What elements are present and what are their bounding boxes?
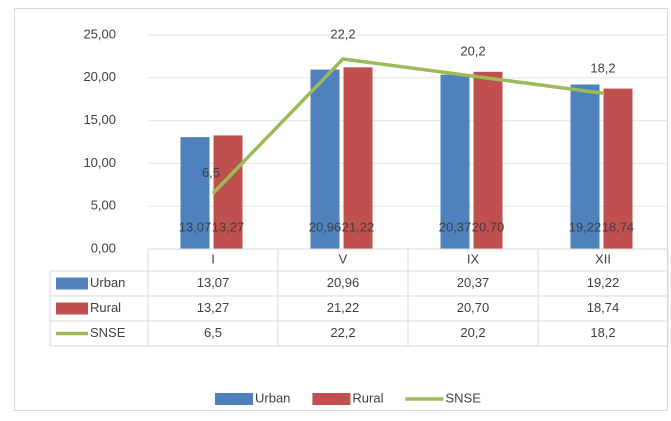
legend-key <box>312 393 351 405</box>
legend-key <box>215 393 253 405</box>
table-cell: 20,96 <box>327 275 360 290</box>
x-tick-label: IX <box>467 251 480 266</box>
table-row-label: Rural <box>90 300 121 315</box>
data-label: 13,07 <box>179 219 212 234</box>
data-label: 21,22 <box>342 219 375 234</box>
bar <box>310 69 340 249</box>
x-tick-label: I <box>211 251 215 266</box>
y-tick-label: 20,00 <box>83 69 116 84</box>
table-cell: 6,5 <box>204 325 222 340</box>
bar <box>473 71 503 249</box>
x-tick-label: V <box>339 251 348 266</box>
data-label: 19,22 <box>569 219 602 234</box>
data-label: 20,37 <box>439 219 472 234</box>
table-cell: 20,2 <box>460 325 485 340</box>
table-cell: 18,74 <box>587 300 620 315</box>
bar <box>343 67 373 249</box>
data-label: 6,5 <box>202 165 220 180</box>
data-label: 18,2 <box>590 61 615 76</box>
y-tick-label: 0,00 <box>91 240 116 255</box>
table-cell: 18,2 <box>590 325 615 340</box>
y-tick-label: 15,00 <box>83 112 116 127</box>
bar <box>213 135 243 249</box>
bar <box>440 74 470 249</box>
legend-key <box>56 277 88 290</box>
y-tick-label: 5,00 <box>91 198 116 213</box>
legend-key <box>56 302 88 315</box>
table-cell: 21,22 <box>327 300 360 315</box>
bar <box>570 84 600 249</box>
table-cell: 19,22 <box>587 275 620 290</box>
table-cell: 20,70 <box>457 300 490 315</box>
y-tick-label: 25,00 <box>83 26 116 41</box>
bar <box>603 88 633 249</box>
table-cell: 20,37 <box>457 275 490 290</box>
table-row-label: SNSE <box>90 325 126 340</box>
table-row-label: Urban <box>90 275 125 290</box>
legend-label: Urban <box>255 390 290 405</box>
legend-label: Rural <box>352 390 383 405</box>
x-tick-label: XII <box>595 251 611 266</box>
table-cell: 13,27 <box>197 300 230 315</box>
data-label: 20,2 <box>460 44 485 59</box>
data-label: 20,70 <box>472 219 505 234</box>
chart-border <box>14 8 668 411</box>
y-tick-label: 10,00 <box>83 155 116 170</box>
legend-label: SNSE <box>446 390 482 405</box>
data-label: 13,27 <box>212 219 245 234</box>
data-label: 20,96 <box>309 219 342 234</box>
bar <box>180 137 210 249</box>
table-cell: 22,2 <box>330 325 355 340</box>
data-label: 22,2 <box>330 26 355 41</box>
data-label: 18,74 <box>602 219 635 234</box>
table-cell: 13,07 <box>197 275 230 290</box>
line <box>211 57 604 195</box>
